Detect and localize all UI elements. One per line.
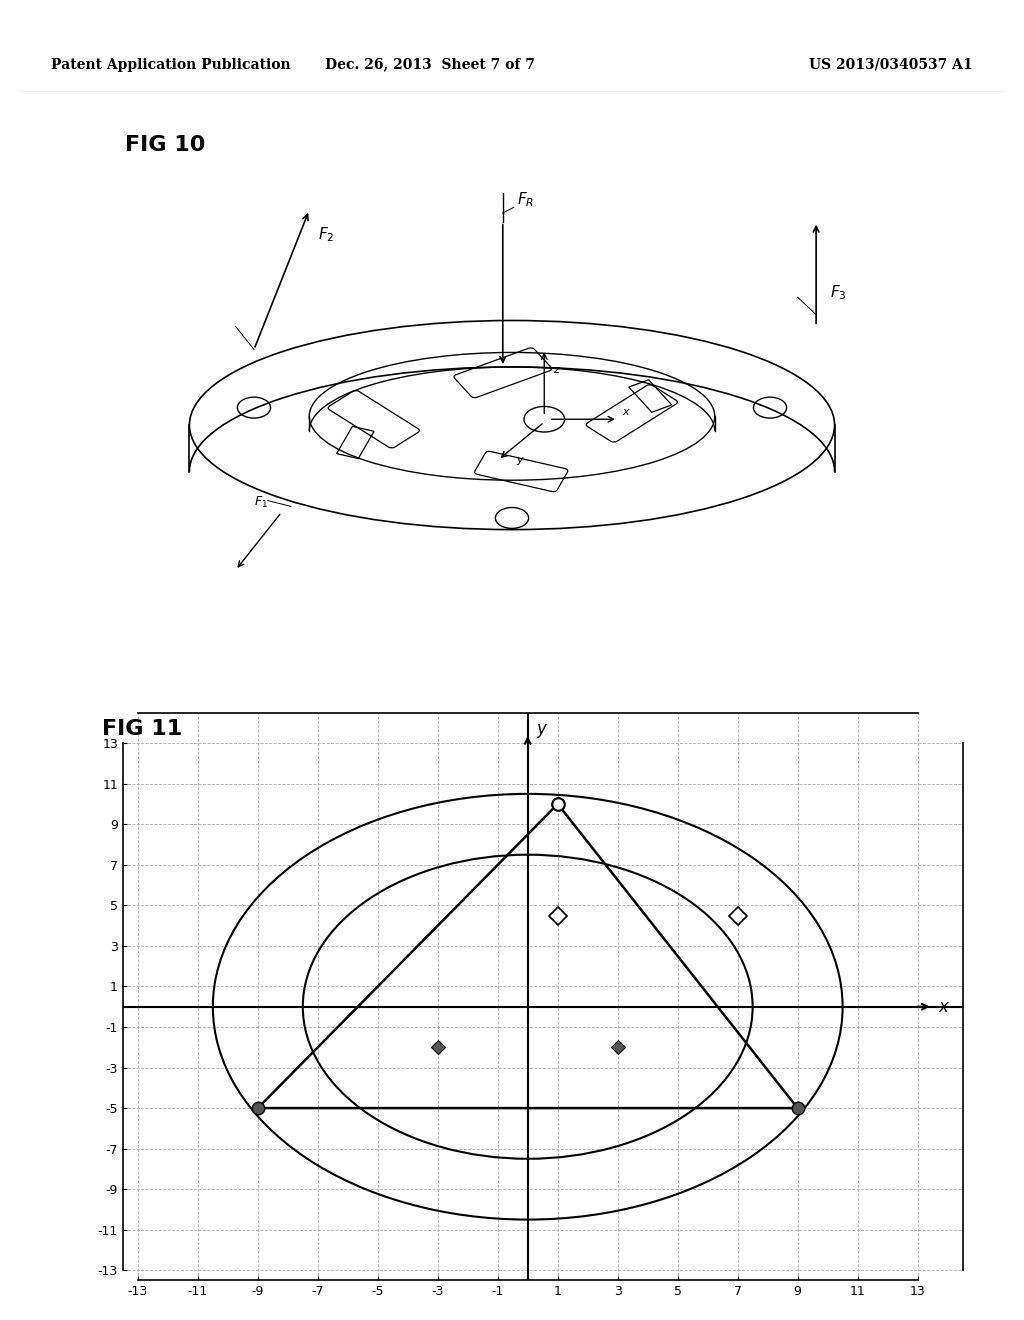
Text: FIG 10: FIG 10: [125, 135, 205, 154]
Text: Patent Application Publication: Patent Application Publication: [51, 58, 291, 71]
Text: Dec. 26, 2013  Sheet 7 of 7: Dec. 26, 2013 Sheet 7 of 7: [326, 58, 535, 71]
Bar: [629, 380, 672, 412]
Text: z: z: [553, 364, 559, 375]
Bar: [337, 426, 374, 458]
Text: $F_3$: $F_3$: [830, 284, 847, 302]
Text: US 2013/0340537 A1: US 2013/0340537 A1: [809, 58, 973, 71]
Text: $F_R$: $F_R$: [517, 190, 534, 209]
Text: $F_2$: $F_2$: [318, 226, 335, 244]
Text: FIG 11: FIG 11: [102, 719, 182, 739]
Text: $F_1$: $F_1$: [254, 495, 268, 511]
Text: y: y: [537, 719, 547, 738]
Text: x: x: [939, 998, 948, 1015]
Text: x: x: [623, 407, 629, 417]
Text: y: y: [517, 455, 523, 465]
